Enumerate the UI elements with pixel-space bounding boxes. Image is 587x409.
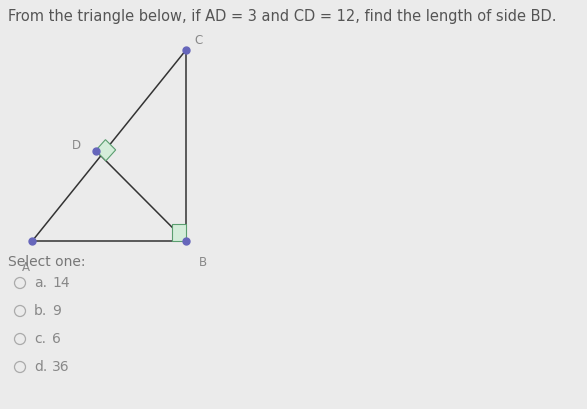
Point — [28, 238, 36, 245]
Text: 6: 6 — [52, 332, 61, 346]
Text: 14: 14 — [52, 276, 70, 290]
Text: b.: b. — [34, 304, 47, 318]
Text: A: A — [22, 261, 30, 274]
Point — [91, 147, 100, 154]
Text: 9: 9 — [52, 304, 61, 318]
Text: d.: d. — [34, 360, 47, 374]
Text: c.: c. — [34, 332, 46, 346]
Point — [181, 238, 191, 245]
Text: C: C — [194, 34, 203, 47]
Text: 36: 36 — [52, 360, 70, 374]
Text: D: D — [72, 139, 81, 152]
Text: From the triangle below, if AD = 3 and CD = 12, find the length of side BD.: From the triangle below, if AD = 3 and C… — [8, 9, 556, 24]
Polygon shape — [96, 139, 116, 161]
Text: a.: a. — [34, 276, 47, 290]
Text: Select one:: Select one: — [8, 255, 86, 269]
Bar — [171, 224, 186, 241]
Point — [181, 47, 191, 53]
Text: B: B — [198, 256, 207, 269]
